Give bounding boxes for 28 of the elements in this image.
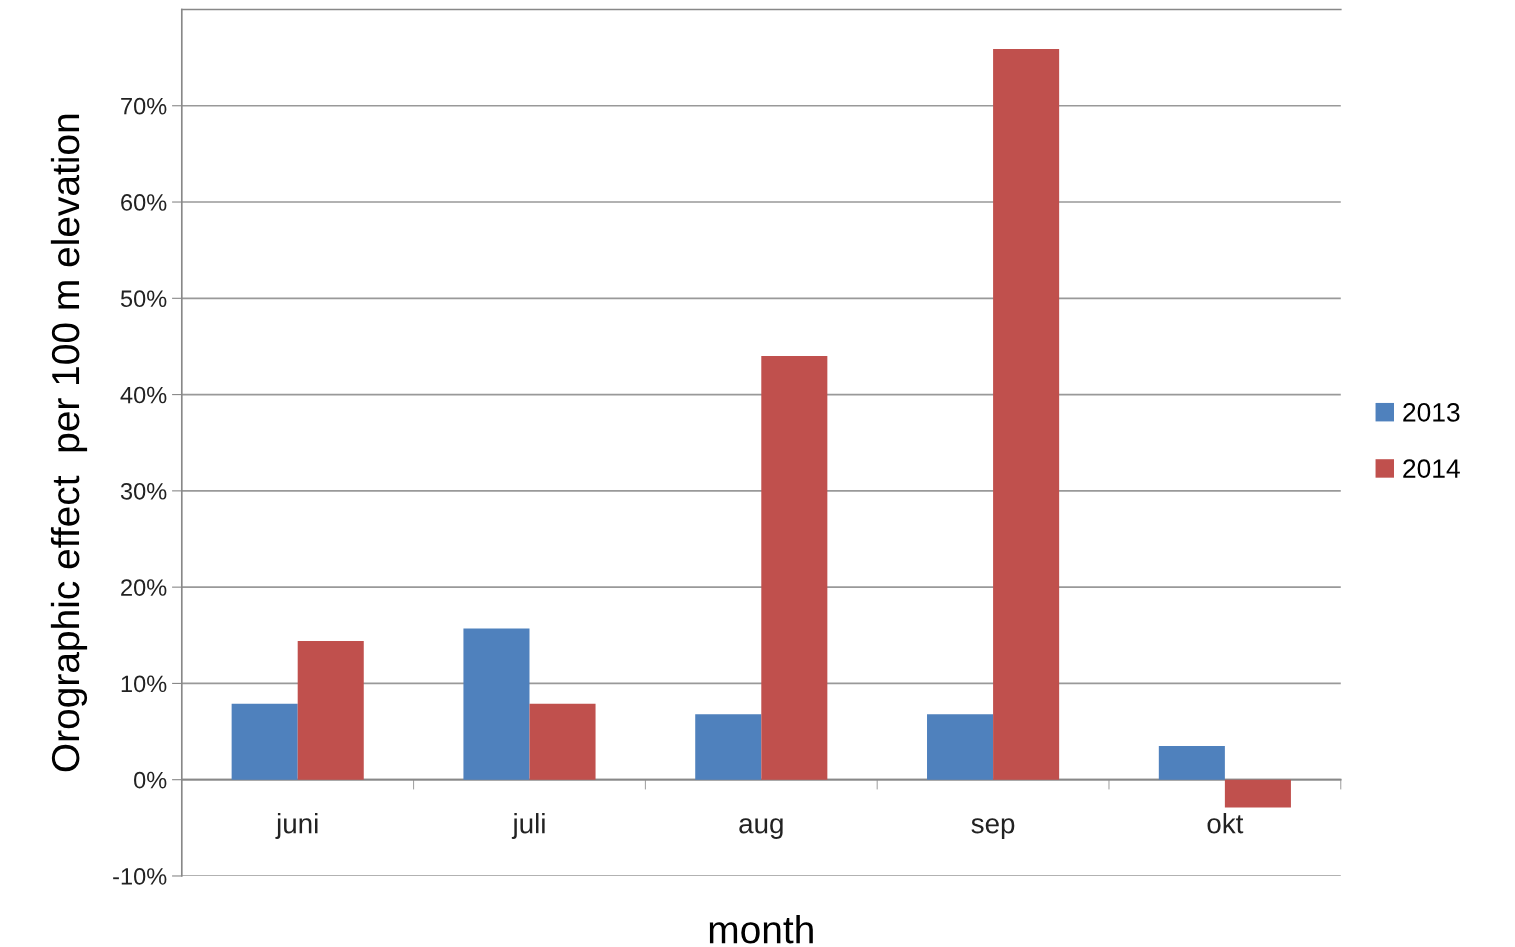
y-tick-label: 50% [120, 290, 167, 308]
y-tick-label: 20% [121, 579, 167, 596]
bar [1158, 746, 1225, 780]
bar [529, 703, 596, 780]
bar [927, 714, 994, 780]
y-tick-label: 0% [134, 771, 167, 789]
y-tick-label: 10% [121, 675, 167, 693]
y-tick-label: -10% [113, 868, 167, 885]
y-tick-label: 70% [121, 97, 167, 115]
bar [993, 48, 1060, 780]
bar [463, 628, 530, 780]
x-tick-label: juni [275, 813, 318, 839]
bar [297, 641, 364, 780]
y-axis-title: Orographic effect per 100 m elevation [50, 114, 88, 772]
x-tick-label: sep [971, 818, 1015, 839]
legend-label: 2014 [1403, 459, 1460, 478]
bar [761, 356, 828, 780]
y-tick-label: 60% [121, 194, 167, 211]
x-axis-title: month [709, 914, 813, 944]
bar [695, 714, 762, 780]
x-tick-label: aug [739, 818, 783, 839]
bar [231, 703, 298, 780]
legend-label: 2013 [1403, 402, 1460, 422]
y-tick-label: 30% [120, 482, 167, 500]
x-tick-label: juli [511, 813, 545, 839]
y-tick-label: 40% [120, 386, 167, 404]
x-tick-label: okt [1207, 813, 1244, 834]
bar [1224, 779, 1291, 808]
